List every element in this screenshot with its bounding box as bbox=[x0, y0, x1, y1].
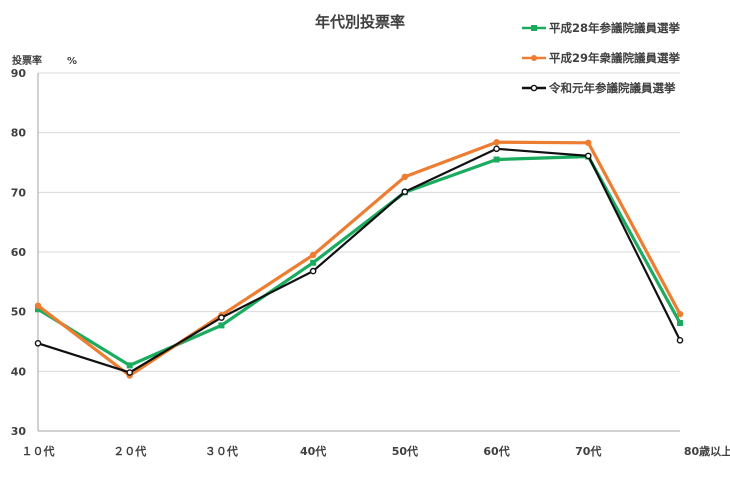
legend-marker bbox=[531, 25, 537, 31]
chart-title: 年代別投票率 bbox=[315, 13, 405, 31]
series-1-point bbox=[677, 320, 683, 327]
x-tick-label: 80歳以上 bbox=[684, 444, 730, 458]
series-1-point bbox=[126, 362, 133, 369]
series-3-point bbox=[401, 188, 409, 196]
y-tick-label: 50 bbox=[11, 306, 27, 319]
gridlines bbox=[38, 72, 680, 372]
series-line-2 bbox=[37, 140, 682, 378]
series-2-point bbox=[493, 139, 500, 146]
legend-label: 令和元年参議院議員選挙 bbox=[548, 81, 676, 95]
x-tick-label: 40代 bbox=[300, 444, 326, 458]
series-2-point bbox=[401, 173, 409, 181]
x-tick-label: 50代 bbox=[392, 444, 418, 458]
y-axis-unit: % bbox=[67, 56, 77, 67]
y-tick-label: 70 bbox=[11, 186, 27, 199]
x-tick-label: ３０代 bbox=[205, 444, 238, 458]
y-tick-label: 60 bbox=[11, 246, 27, 259]
series-3-point bbox=[218, 314, 225, 321]
series-1-point bbox=[310, 259, 317, 266]
series-1-point bbox=[35, 306, 41, 313]
legend-marker bbox=[531, 55, 537, 61]
x-tick-label: １０代 bbox=[22, 444, 55, 458]
series-2-point bbox=[309, 251, 317, 259]
y-tick-label: 30 bbox=[11, 425, 27, 438]
series-3-point bbox=[126, 369, 134, 376]
series-2-point bbox=[34, 302, 42, 309]
y-tick-label: 90 bbox=[11, 67, 27, 80]
legend-marker bbox=[530, 84, 538, 92]
series-2-point bbox=[585, 139, 592, 147]
series-1-point bbox=[218, 322, 225, 329]
axes: 30 40 50 60 70 80 90 １０代 ２０代 ３０代 40代 50代 60代 70代 80歳以上 bbox=[11, 67, 730, 458]
x-tick-label: 70代 bbox=[575, 444, 601, 458]
x-tick-label: ２０代 bbox=[113, 444, 146, 458]
y-axis-label: 投票率 bbox=[12, 54, 42, 67]
x-tick-label: 60代 bbox=[483, 444, 509, 458]
y-tick-label: 80 bbox=[11, 127, 27, 140]
series-lines bbox=[34, 139, 684, 379]
legend-label: 平成28年参議院議員選挙 bbox=[549, 21, 681, 35]
series-line-3 bbox=[37, 147, 681, 374]
series-1-point bbox=[493, 156, 500, 163]
series-line-1 bbox=[37, 154, 682, 367]
series-3-point bbox=[493, 145, 500, 153]
legend-label: 平成29年衆議院議員選挙 bbox=[549, 51, 681, 65]
series-2-point bbox=[676, 310, 684, 318]
series-3-point bbox=[34, 339, 42, 347]
series-3-point bbox=[676, 337, 684, 344]
series-3-point bbox=[584, 152, 592, 160]
series-3-point bbox=[309, 267, 317, 275]
y-tick-label: 40 bbox=[11, 365, 27, 378]
